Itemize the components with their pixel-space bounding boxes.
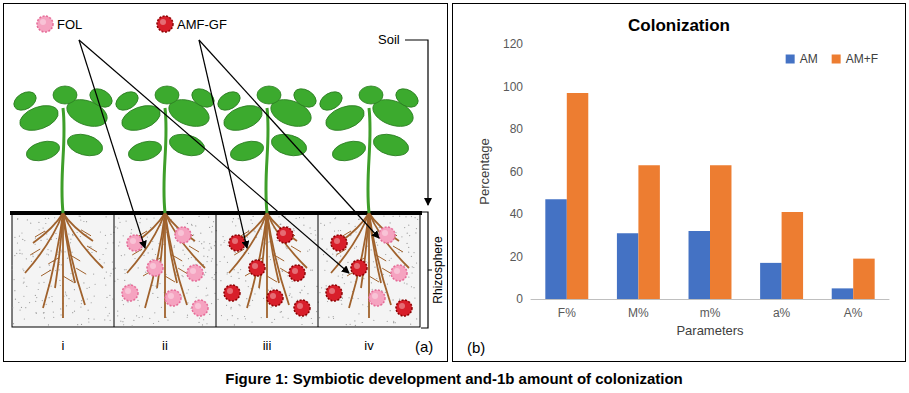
svg-text:AMF-GF: AMF-GF [177, 17, 227, 32]
svg-text:Parameters: Parameters [676, 323, 744, 338]
svg-text:60: 60 [510, 165, 524, 179]
svg-text:20: 20 [510, 250, 524, 264]
svg-text:iii: iii [263, 338, 272, 353]
svg-text:(a): (a) [415, 338, 433, 355]
svg-text:40: 40 [510, 207, 524, 221]
svg-text:A%: A% [844, 306, 863, 320]
svg-text:M%: M% [628, 306, 649, 320]
svg-text:100: 100 [503, 80, 523, 94]
svg-text:0: 0 [516, 292, 523, 306]
svg-text:iv: iv [364, 338, 374, 353]
svg-text:AM: AM [800, 52, 818, 66]
svg-text:80: 80 [510, 122, 524, 136]
svg-text:Soil: Soil [378, 32, 400, 47]
svg-text:m%: m% [700, 306, 721, 320]
svg-text:Colonization: Colonization [628, 16, 730, 35]
svg-text:ii: ii [162, 338, 168, 353]
svg-text:a%: a% [773, 306, 791, 320]
svg-text:FOL: FOL [57, 17, 82, 32]
svg-text:Rhizosphere: Rhizosphere [431, 236, 445, 304]
svg-text:120: 120 [503, 37, 523, 51]
svg-text:Figure 1: Symbiotic developmen: Figure 1: Symbiotic development and-1b a… [225, 370, 683, 387]
svg-text:Percentage: Percentage [477, 138, 492, 205]
svg-text:AM+F: AM+F [846, 52, 878, 66]
svg-text:F%: F% [558, 306, 576, 320]
svg-text:i: i [62, 338, 65, 353]
svg-text:(b): (b) [467, 339, 485, 356]
